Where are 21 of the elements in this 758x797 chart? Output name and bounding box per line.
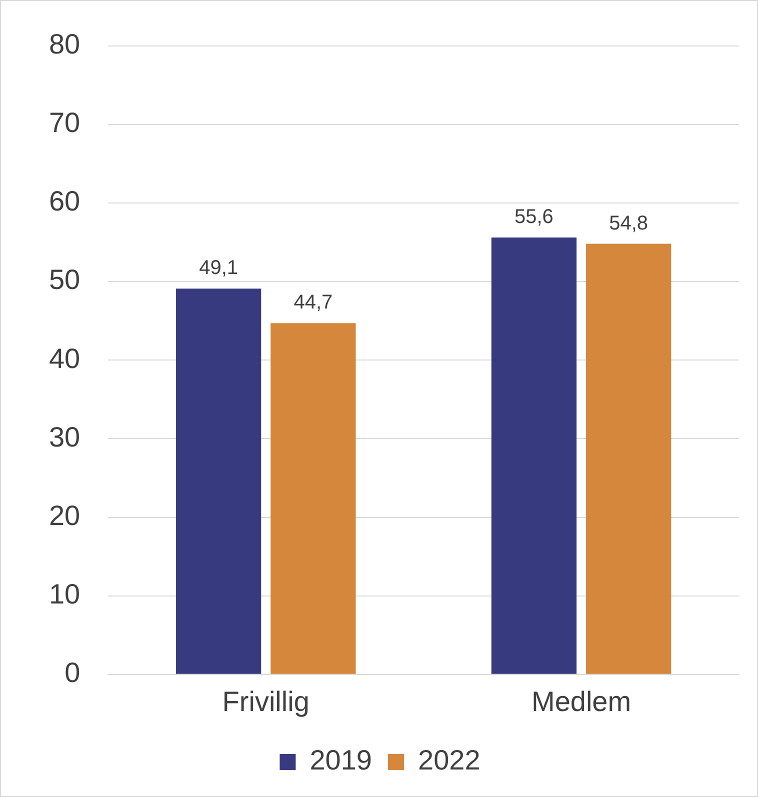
data-label: 55,6 bbox=[514, 206, 554, 228]
data-label: 54,8 bbox=[609, 212, 648, 234]
bar bbox=[586, 244, 672, 674]
bar bbox=[491, 238, 577, 674]
y-tick-label: 80 bbox=[48, 28, 80, 60]
bar bbox=[270, 323, 356, 674]
x-tick-label: Frivillig bbox=[222, 686, 310, 717]
data-label: 44,7 bbox=[294, 292, 333, 314]
y-tick-label: 60 bbox=[48, 186, 80, 217]
y-tick-label: 30 bbox=[48, 421, 80, 452]
data-label: 49,1 bbox=[199, 257, 238, 280]
legend-label: 2022 bbox=[418, 744, 480, 776]
legend-label: 2019 bbox=[310, 744, 372, 776]
bar bbox=[176, 288, 262, 674]
y-tick-label: 20 bbox=[48, 500, 80, 531]
y-tick-label: 0 bbox=[64, 657, 80, 688]
y-tick-label: 50 bbox=[48, 264, 80, 296]
y-tick-label: 70 bbox=[48, 107, 80, 138]
y-tick-label: 10 bbox=[48, 578, 80, 610]
y-tick-label: 40 bbox=[48, 342, 80, 374]
x-tick-label: Medlem bbox=[531, 686, 632, 717]
